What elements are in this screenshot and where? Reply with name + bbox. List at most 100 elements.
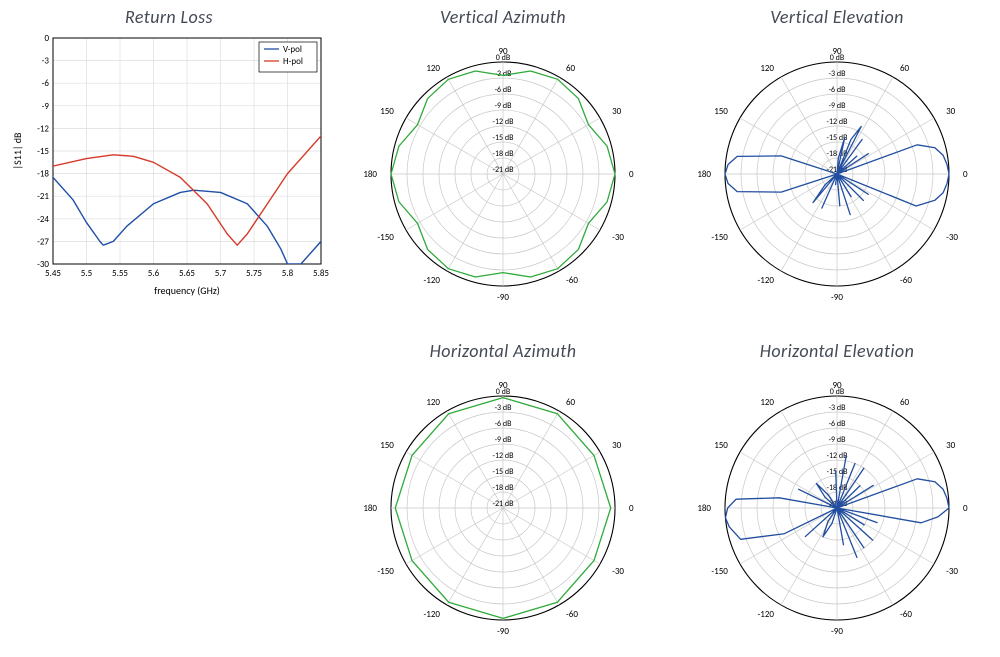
svg-text:-18 dB: -18 dB	[493, 149, 515, 159]
horizontal-azimuth-chart: 0 dB-3 dB-6 dB-9 dB-12 dB-15 dB-18 dB-21…	[353, 364, 653, 644]
svg-text:-27: -27	[37, 236, 49, 247]
svg-text:-30: -30	[946, 566, 958, 577]
svg-text:-15 dB: -15 dB	[493, 133, 515, 143]
svg-text:180: 180	[363, 169, 377, 180]
svg-text:-90: -90	[497, 626, 509, 637]
svg-text:150: 150	[380, 106, 394, 117]
svg-text:5.65: 5.65	[179, 268, 195, 279]
vertical-elevation-cell: Vertical Elevation 0 dB-3 dB-6 dB-9 dB-1…	[672, 6, 1000, 310]
svg-text:-3 dB: -3 dB	[829, 69, 847, 79]
svg-text:0: 0	[963, 503, 968, 514]
svg-text:90: 90	[832, 46, 842, 57]
svg-text:-60: -60	[900, 275, 912, 286]
svg-text:-9 dB: -9 dB	[495, 101, 513, 111]
svg-text:frequency (GHz): frequency (GHz)	[154, 284, 220, 297]
vertical-azimuth-title: Vertical Azimuth	[338, 6, 668, 28]
svg-text:-3 dB: -3 dB	[495, 403, 513, 413]
svg-text:5.85: 5.85	[313, 268, 329, 279]
svg-text:-18: -18	[37, 169, 49, 180]
svg-text:-150: -150	[377, 566, 394, 577]
svg-text:150: 150	[714, 106, 728, 117]
svg-text:-15 dB: -15 dB	[827, 467, 849, 477]
svg-text:5.75: 5.75	[246, 268, 262, 279]
svg-text:-120: -120	[424, 609, 441, 620]
return-loss-cell: Return Loss 5.455.55.555.65.655.75.755.8…	[4, 6, 334, 300]
svg-text:0: 0	[44, 33, 49, 44]
svg-text:-3: -3	[42, 56, 50, 67]
svg-text:-150: -150	[711, 566, 728, 577]
svg-text:-150: -150	[377, 232, 394, 243]
svg-text:-9 dB: -9 dB	[829, 101, 847, 111]
svg-text:-120: -120	[758, 275, 775, 286]
svg-text:-9: -9	[42, 101, 50, 112]
svg-text:-12 dB: -12 dB	[493, 117, 515, 127]
svg-text:30: 30	[612, 106, 622, 117]
svg-text:90: 90	[498, 380, 508, 391]
svg-text:H-pol: H-pol	[283, 56, 303, 67]
svg-text:-24: -24	[37, 214, 49, 225]
svg-text:-12 dB: -12 dB	[827, 451, 849, 461]
svg-text:-6 dB: -6 dB	[829, 419, 847, 429]
svg-text:120: 120	[760, 397, 774, 408]
horizontal-elevation-chart: 0 dB-3 dB-6 dB-9 dB-12 dB-15 dB-18 dB-21…	[687, 364, 987, 644]
svg-text:120: 120	[426, 63, 440, 74]
svg-text:60: 60	[900, 63, 910, 74]
horizontal-elevation-title: Horizontal Elevation	[672, 340, 1000, 362]
horizontal-azimuth-title: Horizontal Azimuth	[338, 340, 668, 362]
return-loss-title: Return Loss	[4, 6, 334, 28]
svg-text:30: 30	[946, 106, 956, 117]
svg-text:-6 dB: -6 dB	[495, 85, 513, 95]
svg-text:-15 dB: -15 dB	[493, 467, 515, 477]
svg-text:60: 60	[566, 397, 576, 408]
vertical-elevation-chart: 0 dB-3 dB-6 dB-9 dB-12 dB-15 dB-18 dB-21…	[687, 30, 987, 310]
svg-text:180: 180	[697, 169, 711, 180]
vertical-elevation-title: Vertical Elevation	[672, 6, 1000, 28]
svg-text:120: 120	[426, 397, 440, 408]
svg-text:180: 180	[697, 503, 711, 514]
svg-text:-60: -60	[566, 609, 578, 620]
svg-text:-120: -120	[424, 275, 441, 286]
svg-text:120: 120	[760, 63, 774, 74]
svg-text:-12: -12	[37, 123, 49, 134]
svg-text:-6: -6	[42, 78, 50, 89]
svg-text:-9 dB: -9 dB	[495, 435, 513, 445]
svg-text:-90: -90	[831, 626, 843, 637]
svg-text:30: 30	[612, 440, 622, 451]
horizontal-elevation-cell: Horizontal Elevation 0 dB-3 dB-6 dB-9 dB…	[672, 340, 1000, 644]
svg-text:-6 dB: -6 dB	[829, 85, 847, 95]
svg-text:-30: -30	[612, 232, 624, 243]
svg-text:0: 0	[629, 503, 634, 514]
svg-text:-12 dB: -12 dB	[493, 451, 515, 461]
svg-text:150: 150	[380, 440, 394, 451]
horizontal-azimuth-cell: Horizontal Azimuth 0 dB-3 dB-6 dB-9 dB-1…	[338, 340, 668, 644]
svg-text:-30: -30	[37, 259, 49, 270]
svg-text:-60: -60	[566, 275, 578, 286]
svg-text:-21 dB: -21 dB	[493, 165, 515, 175]
svg-text:-90: -90	[497, 292, 509, 303]
vertical-azimuth-chart: 0 dB-3 dB-6 dB-9 dB-12 dB-15 dB-18 dB-21…	[353, 30, 653, 310]
svg-text:-6 dB: -6 dB	[495, 419, 513, 429]
svg-text:-90: -90	[831, 292, 843, 303]
svg-text:-18 dB: -18 dB	[493, 483, 515, 493]
svg-text:-60: -60	[900, 609, 912, 620]
svg-text:90: 90	[832, 380, 842, 391]
svg-text:-9 dB: -9 dB	[829, 435, 847, 445]
svg-text:30: 30	[946, 440, 956, 451]
svg-text:60: 60	[566, 63, 576, 74]
svg-text:|S11| dB: |S11| dB	[11, 132, 24, 169]
svg-text:0: 0	[963, 169, 968, 180]
svg-text:-150: -150	[711, 232, 728, 243]
svg-text:5.8: 5.8	[282, 268, 294, 279]
svg-text:90: 90	[498, 46, 508, 57]
svg-text:-3 dB: -3 dB	[829, 403, 847, 413]
svg-text:150: 150	[714, 440, 728, 451]
svg-text:-30: -30	[612, 566, 624, 577]
svg-text:180: 180	[363, 503, 377, 514]
svg-text:0: 0	[629, 169, 634, 180]
svg-text:-21: -21	[37, 191, 49, 202]
svg-text:-120: -120	[758, 609, 775, 620]
svg-text:5.5: 5.5	[81, 268, 93, 279]
svg-text:60: 60	[900, 397, 910, 408]
svg-text:-12 dB: -12 dB	[827, 117, 849, 127]
svg-text:5.7: 5.7	[215, 268, 227, 279]
